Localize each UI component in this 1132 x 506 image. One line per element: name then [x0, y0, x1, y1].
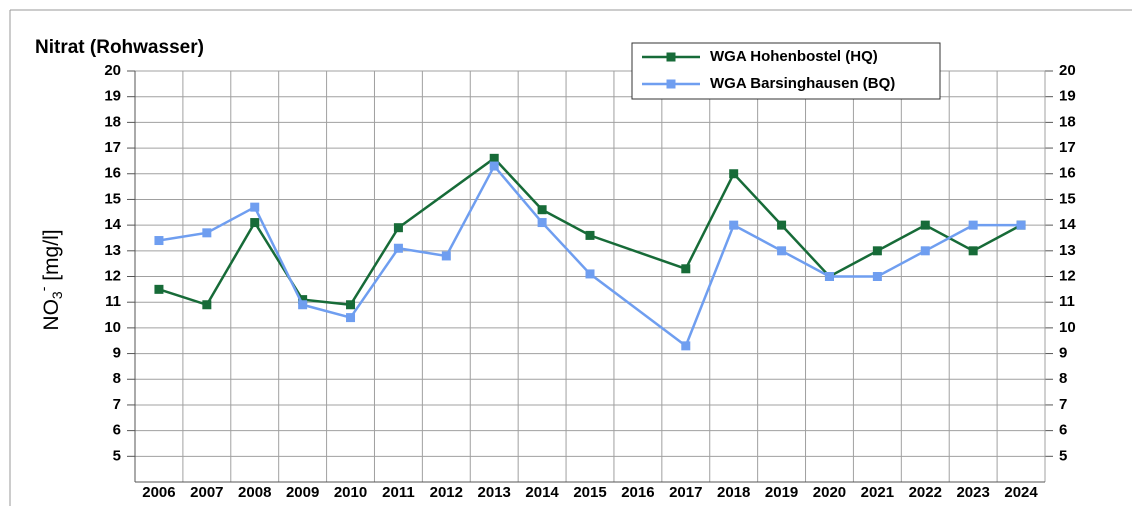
data-point: [489, 153, 499, 163]
data-point: [777, 246, 787, 256]
y2-tick-label: 6: [1059, 422, 1067, 439]
y-tick-label: 6: [113, 422, 121, 439]
data-point: [537, 218, 547, 228]
data-point: [585, 269, 595, 279]
data-point: [346, 313, 356, 323]
x-tick-label: 2008: [238, 484, 271, 501]
y2-tick-label: 5: [1059, 447, 1067, 464]
data-point: [920, 246, 930, 256]
chart-title: Nitrat (Rohwasser): [35, 37, 204, 58]
data-point: [441, 251, 451, 261]
y-tick-label: 15: [104, 190, 121, 207]
x-tick-label: 2007: [190, 484, 223, 501]
data-point: [202, 300, 212, 310]
y-tick-label: 12: [104, 267, 121, 284]
x-tick-label: 2012: [430, 484, 463, 501]
data-point: [154, 284, 164, 294]
series-line: [158, 163, 1022, 348]
x-tick-label: 2018: [717, 484, 750, 501]
y2-tick-label: 8: [1059, 370, 1067, 387]
y-label-sub: 3: [49, 291, 65, 299]
y-tick-label: 10: [104, 319, 121, 336]
data-point: [346, 300, 356, 310]
y2-tick-label: 20: [1059, 62, 1076, 79]
y-tick-label: 14: [104, 216, 121, 233]
data-point: [1016, 220, 1026, 230]
x-tick-label: 2020: [813, 484, 846, 501]
data-point: [298, 295, 308, 305]
data-point: [872, 272, 882, 281]
x-tick-label: 2024: [1004, 484, 1038, 501]
y-label-base: NO: [40, 299, 63, 331]
x-tick-label: 2022: [909, 484, 942, 501]
x-tick-label: 2017: [669, 484, 702, 501]
y2-tick-label: 14: [1059, 216, 1076, 233]
y2-tick-label: 11: [1059, 293, 1075, 310]
x-tick-label: 2021: [861, 484, 894, 501]
y-tick-label: 20: [104, 62, 121, 79]
y2-tick-label: 18: [1059, 113, 1076, 130]
x-tick-label: 2019: [765, 484, 798, 501]
x-tick-label: 2014: [525, 484, 559, 501]
data-point: [968, 220, 978, 230]
data-point: [298, 300, 308, 310]
y-tick-label: 16: [104, 165, 121, 182]
x-tick-label: 2013: [478, 484, 511, 501]
y-tick-label: 11: [105, 293, 121, 310]
legend-box: [631, 42, 941, 100]
y-tick-label: 8: [113, 370, 121, 387]
y2-tick-label: 17: [1059, 139, 1076, 156]
x-tick-label: 2010: [334, 484, 367, 501]
data-point: [537, 205, 547, 215]
data-point: [920, 220, 930, 230]
y-axis-label: NO3- [mg/l]: [35, 229, 65, 330]
data-point: [393, 243, 403, 253]
data-point: [729, 220, 739, 230]
x-tick-label: 2009: [286, 484, 319, 501]
x-tick-label: 2011: [382, 484, 415, 501]
y2-tick-label: 16: [1059, 165, 1076, 182]
legend-marker: [666, 52, 676, 62]
data-point: [872, 246, 882, 256]
data-point: [681, 264, 691, 274]
y-label-unit: [mg/l]: [40, 229, 63, 286]
y2-tick-label: 15: [1059, 190, 1076, 207]
y2-tick-label: 13: [1059, 242, 1076, 259]
y-tick-label: 5: [113, 447, 121, 464]
y-tick-label: 19: [104, 88, 121, 105]
data-point: [489, 161, 499, 171]
x-tick-label: 2015: [573, 484, 606, 501]
data-point: [393, 223, 403, 233]
data-point: [824, 272, 834, 281]
y2-tick-label: 7: [1059, 396, 1067, 413]
y2-tick-label: 12: [1059, 267, 1076, 284]
y2-tick-label: 9: [1059, 345, 1067, 362]
data-point: [968, 246, 978, 256]
data-point: [585, 230, 595, 240]
legend-label: WGA Barsinghausen (BQ): [710, 75, 895, 92]
legend-marker: [666, 79, 676, 89]
y-tick-label: 7: [113, 396, 121, 413]
data-point: [250, 202, 260, 212]
x-tick-label: 2023: [956, 484, 989, 501]
y2-tick-label: 19: [1059, 88, 1076, 105]
y-tick-label: 17: [104, 139, 121, 156]
data-point: [154, 236, 164, 246]
data-point: [729, 169, 739, 179]
legend-label: WGA Hohenbostel (HQ): [710, 48, 878, 65]
y-tick-label: 9: [113, 345, 121, 362]
y-tick-label: 18: [104, 113, 121, 130]
data-point: [202, 228, 212, 238]
y2-tick-label: 10: [1059, 319, 1076, 336]
x-tick-label: 2006: [142, 484, 175, 501]
x-tick-label: 2016: [621, 484, 654, 501]
y-tick-label: 13: [104, 242, 121, 259]
data-point: [777, 220, 787, 230]
y-label-sup: -: [35, 286, 51, 291]
data-point: [681, 341, 691, 351]
data-point: [250, 218, 260, 228]
